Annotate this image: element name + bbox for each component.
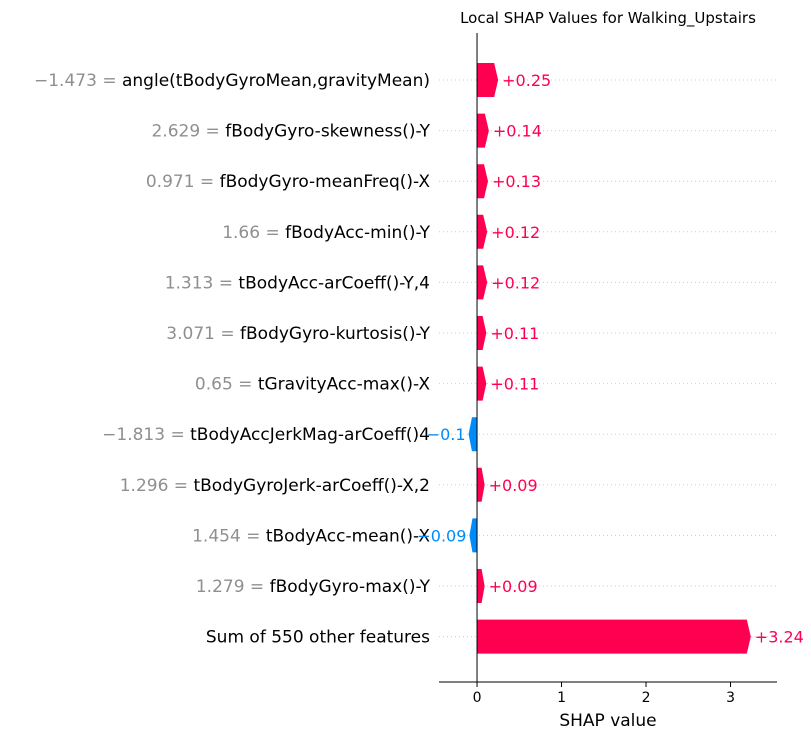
equals-sign: = (168, 476, 193, 496)
feature-label: 2.629 = fBodyGyro-skewness()-Y (151, 122, 430, 142)
x-tick-label: 2 (642, 690, 651, 706)
positive-bar (477, 366, 487, 401)
positive-bar (477, 467, 485, 502)
feature-value: 0.971 (146, 172, 195, 192)
bar-value-label: +0.14 (493, 122, 542, 141)
negative-bar (468, 417, 478, 452)
equals-sign: = (233, 375, 258, 395)
shap-row: 1.279 = fBodyGyro-max()-Y +0.09 (196, 569, 777, 603)
feature-value: −1.813 (102, 425, 165, 445)
shap-row: 1.66 = fBodyAcc-min()-Y +0.12 (222, 214, 777, 249)
bar-value-label: +0.09 (489, 577, 538, 596)
positive-bar (477, 265, 488, 300)
shap-row: 2.629 = fBodyGyro-skewness()-Y +0.14 (151, 113, 777, 148)
feature-name: fBodyGyro-skewness()-Y (225, 122, 430, 142)
shap-row: 3.071 = fBodyGyro-kurtosis()-Y +0.11 (166, 316, 777, 350)
bar-value-label: +0.13 (492, 172, 541, 191)
bar-value-label: +0.09 (489, 476, 538, 495)
shap-row: 1.454 = tBodyAcc-mean()-X−0.09 (192, 518, 777, 553)
equals-sign: = (260, 223, 285, 243)
equals-sign: = (200, 122, 225, 142)
positive-bar (477, 113, 489, 148)
chart-title: Local SHAP Values for Walking_Upstairs (460, 9, 756, 28)
bar-value-label: +0.12 (491, 223, 540, 242)
feature-value: −1.473 (34, 71, 97, 91)
positive-bar (477, 164, 489, 199)
x-tick-label: 1 (557, 690, 566, 706)
feature-name: tBodyGyroJerk-arCoeff()-X,2 (193, 476, 430, 496)
feature-label: 1.66 = fBodyAcc-min()-Y (222, 223, 430, 243)
bar-value-label: −0.09 (417, 526, 466, 545)
feature-label: 1.279 = fBodyGyro-max()-Y (196, 577, 431, 597)
equals-sign: = (213, 273, 238, 293)
feature-value: 1.66 (222, 223, 260, 243)
feature-name: angle(tBodyGyroMean,gravityMean) (122, 71, 430, 91)
equals-sign: = (165, 425, 190, 445)
feature-name: tGravityAcc-max()-X (258, 375, 431, 395)
bar-value-label: +0.12 (491, 273, 540, 292)
positive-bar (477, 569, 485, 603)
shap-row: Sum of 550 other features +3.24 (206, 619, 804, 654)
bar-value-label: +0.11 (490, 375, 539, 394)
feature-value: 2.629 (151, 122, 200, 142)
feature-label: 3.071 = fBodyGyro-kurtosis()-Y (166, 324, 430, 344)
feature-label: −1.473 = angle(tBodyGyroMean,gravityMean… (34, 71, 430, 91)
x-tick-label: 3 (726, 690, 735, 706)
feature-label: 1.313 = tBodyAcc-arCoeff()-Y,4 (165, 273, 430, 293)
equals-sign: = (97, 71, 122, 91)
x-axis-title: SHAP value (559, 711, 656, 731)
feature-value: 1.454 (192, 526, 241, 546)
shap-row: 1.313 = tBodyAcc-arCoeff()-Y,4 +0.12 (165, 265, 777, 300)
positive-bar (477, 619, 751, 654)
positive-bar (477, 214, 488, 249)
feature-name: tBodyAcc-mean()-X (266, 526, 431, 546)
positive-bar (477, 316, 487, 350)
feature-value: 1.279 (196, 577, 245, 597)
feature-label: 1.454 = tBodyAcc-mean()-X (192, 526, 430, 546)
feature-value: 1.313 (165, 273, 214, 293)
equals-sign: = (215, 324, 240, 344)
feature-value: 1.296 (120, 476, 169, 496)
feature-name: Sum of 550 other features (206, 628, 430, 648)
feature-name: fBodyGyro-kurtosis()-Y (240, 324, 431, 344)
feature-value: 3.071 (166, 324, 215, 344)
feature-name: fBodyGyro-max()-Y (270, 577, 431, 597)
equals-sign: = (195, 172, 220, 192)
x-tick-label: 0 (473, 690, 482, 706)
feature-label: −1.813 = tBodyAccJerkMag-arCoeff()4 (102, 425, 430, 445)
feature-label: Sum of 550 other features (206, 628, 430, 648)
positive-bar (477, 63, 499, 97)
x-axis: 0 1 2 3 (439, 33, 777, 706)
feature-label: 1.296 = tBodyGyroJerk-arCoeff()-X,2 (120, 476, 430, 496)
shap-row: 1.296 = tBodyGyroJerk-arCoeff()-X,2 +0.09 (120, 467, 777, 502)
shap-row: 0.65 = tGravityAcc-max()-X +0.11 (195, 366, 777, 401)
bar-value-label: −0.1 (427, 425, 466, 444)
rows-layer: −1.473 = angle(tBodyGyroMean,gravityMean… (34, 63, 804, 654)
shap-row: 0.971 = fBodyGyro-meanFreq()-X +0.13 (146, 164, 777, 199)
feature-name: tBodyAcc-arCoeff()-Y,4 (238, 273, 430, 293)
equals-sign: = (241, 526, 266, 546)
feature-name: fBodyGyro-meanFreq()-X (220, 172, 431, 192)
bar-value-label: +0.11 (490, 324, 539, 343)
shap-row: −1.473 = angle(tBodyGyroMean,gravityMean… (34, 63, 777, 97)
negative-bar (469, 518, 478, 553)
bar-value-label: +3.24 (755, 628, 804, 647)
feature-name: tBodyAccJerkMag-arCoeff()4 (190, 425, 430, 445)
feature-label: 0.971 = fBodyGyro-meanFreq()-X (146, 172, 431, 192)
feature-value: 0.65 (195, 375, 233, 395)
feature-name: fBodyAcc-min()-Y (285, 223, 430, 243)
equals-sign: = (245, 577, 270, 597)
shap-row: −1.813 = tBodyAccJerkMag-arCoeff()4−0.1 (102, 417, 777, 452)
bar-value-label: +0.25 (502, 71, 551, 90)
feature-label: 0.65 = tGravityAcc-max()-X (195, 375, 430, 395)
